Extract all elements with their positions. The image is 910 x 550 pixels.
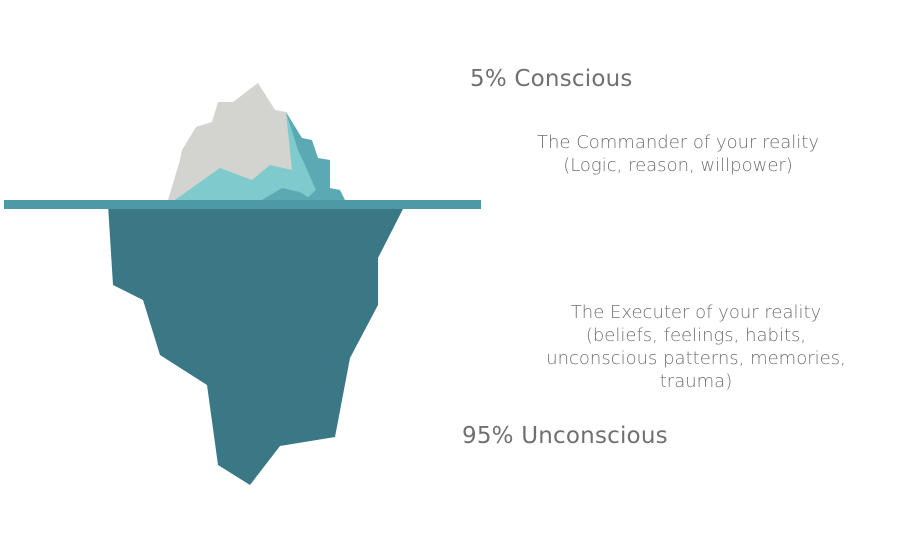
waterline — [4, 200, 481, 209]
unconscious-description: The Executer of your reality (beliefs, f… — [496, 301, 896, 393]
unconscious-line: unconscious patterns, memories, — [546, 348, 846, 369]
unconscious-heading: 95% Unconscious — [462, 423, 668, 449]
iceberg-light-teal — [175, 112, 316, 200]
conscious-description: The Commander of your reality (Logic, re… — [478, 131, 878, 177]
unconscious-line: (beliefs, feelings, habits, — [585, 325, 807, 346]
conscious-line: The Commander of your reality — [537, 132, 819, 153]
unconscious-line: trauma) — [659, 371, 733, 392]
iceberg-underwater — [108, 205, 405, 485]
unconscious-line: The Executer of your reality — [570, 302, 822, 323]
conscious-heading: 5% Conscious — [470, 66, 633, 92]
iceberg-shadow-teal — [262, 188, 312, 200]
conscious-line: (Logic, reason, willpower) — [563, 155, 793, 176]
